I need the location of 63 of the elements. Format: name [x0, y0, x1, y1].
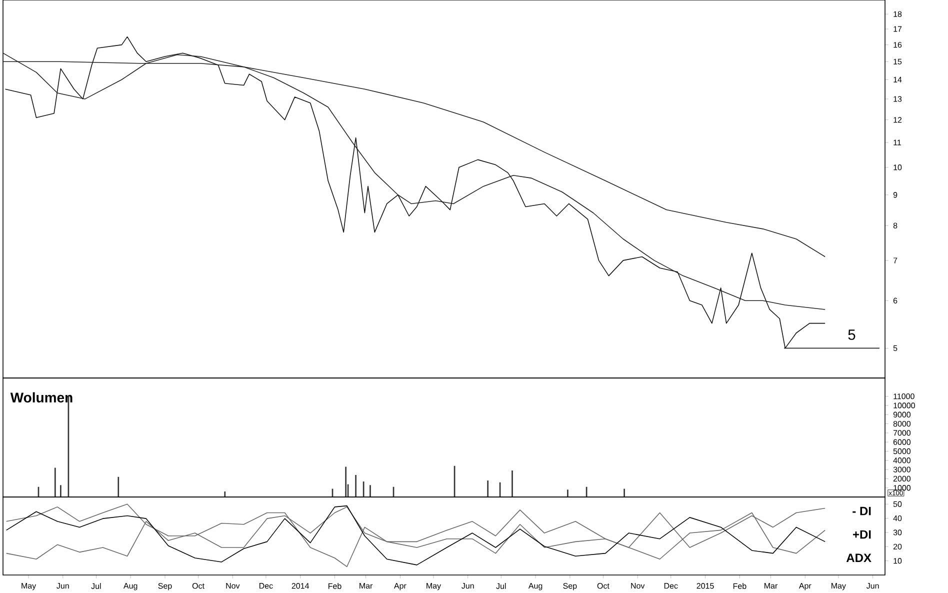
- y-tick-label: 50: [893, 501, 902, 507]
- x-tick-label: 2015: [696, 583, 714, 589]
- y-tick-label: 10: [894, 558, 902, 564]
- y-tick-label: 20: [893, 544, 902, 550]
- x-tick-label: Jun: [56, 583, 69, 589]
- x-tick-label: Feb: [733, 583, 746, 589]
- x-tick-label: Mar: [360, 583, 373, 589]
- y-tick-label: 4000: [893, 458, 911, 464]
- y-tick-label: 11: [894, 140, 901, 146]
- text: ADX: [846, 554, 872, 562]
- x-tick-label: Jun: [462, 583, 474, 589]
- y-tick-label: 7000: [893, 430, 911, 436]
- x-tick-label: Apr: [798, 583, 812, 590]
- annotation: 5: [848, 330, 856, 340]
- y-tick-label: 17: [894, 26, 902, 32]
- y-tick-label: 30: [893, 530, 902, 536]
- x-tick-label: Aug: [528, 583, 542, 590]
- y-tick-label: 3000: [893, 466, 911, 472]
- x-tick-label: 2014: [292, 583, 310, 589]
- y-tick-label: 10000: [894, 402, 915, 408]
- x-tick-label: Jun: [866, 583, 879, 589]
- line-series: [3, 52, 826, 310]
- y-tick-label: 13: [894, 96, 902, 102]
- y-tick-label: 40: [893, 515, 902, 522]
- y-tick-label: 8: [893, 222, 898, 228]
- x-tick-label: Oct: [192, 583, 204, 589]
- text: +DI: [852, 530, 871, 539]
- x-tick-label: Jul: [91, 583, 101, 589]
- x-tick-label: Jul: [496, 583, 506, 589]
- x-tick-label: Dec: [259, 583, 273, 589]
- y-tick-label: 15: [894, 58, 902, 64]
- text: Wolumen: [10, 392, 72, 403]
- y-tick-label: 5: [893, 345, 898, 351]
- x-tick-label: Sep: [563, 583, 577, 590]
- y-tick-label: 5000: [893, 448, 911, 454]
- y-tick-label: 1000: [894, 485, 911, 491]
- text: - DI: [852, 506, 871, 516]
- y-tick-label: 16: [894, 42, 902, 48]
- x-tick-label: Nov: [226, 583, 240, 589]
- y-tick-label: 6: [893, 298, 898, 304]
- x-tick-label: Oct: [597, 583, 610, 589]
- x-tick-label: Feb: [328, 583, 342, 589]
- y-tick-label: 9000: [893, 412, 911, 418]
- y-tick-label: 9: [893, 192, 898, 198]
- y-tick-label: 10: [894, 164, 902, 170]
- x-tick-label: May: [22, 583, 36, 590]
- y-tick-label: 12: [894, 117, 902, 123]
- y-tick-label: 18: [894, 11, 902, 17]
- y-tick-label: 8000: [893, 420, 911, 427]
- x-tick-label: May: [426, 583, 442, 590]
- x-tick-label: Apr: [394, 583, 406, 590]
- x-tick-label: Nov: [631, 583, 645, 589]
- y-tick-label: 2000: [893, 476, 911, 482]
- line-series: [4, 36, 826, 349]
- x-tick-label: Sep: [158, 583, 172, 590]
- y-tick-label: 14: [894, 76, 902, 82]
- x-tick-label: Mar: [764, 583, 778, 589]
- x-tick-label: Dec: [664, 583, 678, 589]
- y-tick-label: 7: [893, 258, 898, 264]
- y-tick-label: 6000: [893, 439, 911, 445]
- x-tick-label: Aug: [123, 583, 138, 590]
- y-tick-label: 11000: [894, 393, 914, 400]
- x-tick-label: May: [832, 583, 846, 590]
